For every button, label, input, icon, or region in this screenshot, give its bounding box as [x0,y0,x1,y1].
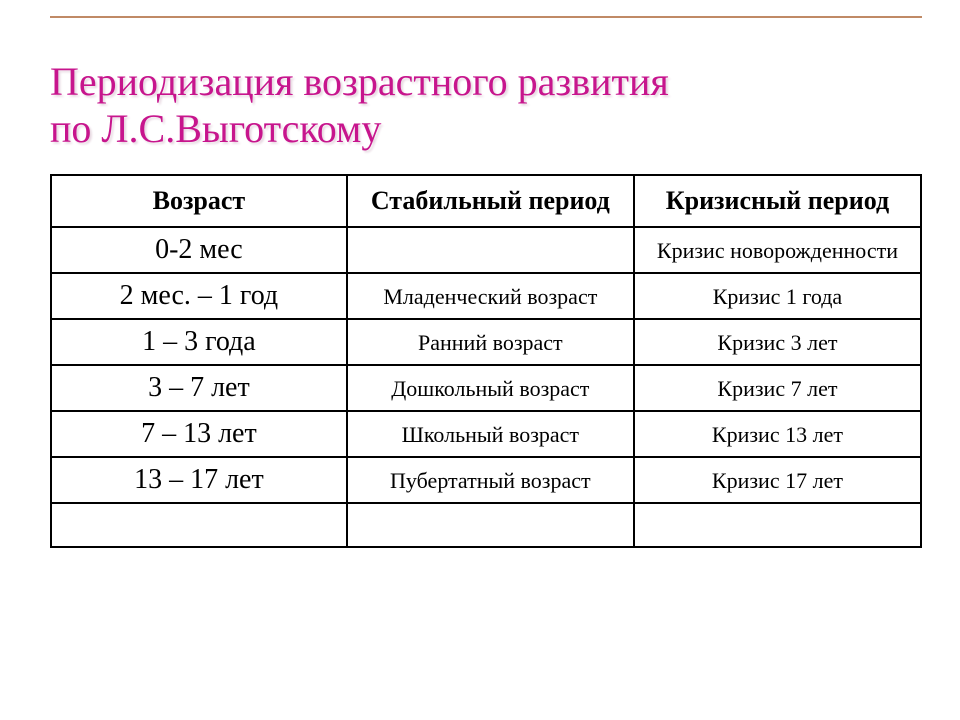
table-row-empty [51,503,921,547]
col-header-stable: Стабильный период [347,175,634,227]
cell-crisis: Кризис 13 лет [634,411,921,457]
cell-stable: Ранний возраст [347,319,634,365]
cell-stable: Пубертатный возраст [347,457,634,503]
periodization-table: Возраст Стабильный период Кризисный пери… [50,174,922,548]
cell-age: 7 – 13 лет [51,411,347,457]
top-rule [50,16,922,18]
cell-crisis: Кризис 7 лет [634,365,921,411]
table-row: 2 мес. – 1 год Младенческий возраст Криз… [51,273,921,319]
cell-stable [347,503,634,547]
cell-age: 2 мес. – 1 год [51,273,347,319]
cell-age [51,503,347,547]
title-line-2: по Л.С.Выготскому [50,106,381,151]
cell-stable: Школьный возраст [347,411,634,457]
cell-stable [347,227,634,273]
title-line-1: Периодизация возрастного развития [50,59,669,104]
cell-crisis: Кризис 1 года [634,273,921,319]
cell-stable: Младенческий возраст [347,273,634,319]
cell-crisis: Кризис 3 лет [634,319,921,365]
table-row: 3 – 7 лет Дошкольный возраст Кризис 7 ле… [51,365,921,411]
cell-crisis: Кризис 17 лет [634,457,921,503]
table-row: 13 – 17 лет Пубертатный возраст Кризис 1… [51,457,921,503]
table-row: 0-2 мес Кризис новорожденности [51,227,921,273]
table-row: 1 – 3 года Ранний возраст Кризис 3 лет [51,319,921,365]
table-row: 7 – 13 лет Школьный возраст Кризис 13 ле… [51,411,921,457]
col-header-age: Возраст [51,175,347,227]
cell-age: 13 – 17 лет [51,457,347,503]
slide-container: Периодизация возрастного развития по Л.С… [0,0,960,720]
cell-age: 0-2 мес [51,227,347,273]
cell-age: 3 – 7 лет [51,365,347,411]
col-header-crisis: Кризисный период [634,175,921,227]
cell-crisis: Кризис новорожденности [634,227,921,273]
cell-age: 1 – 3 года [51,319,347,365]
slide-title: Периодизация возрастного развития по Л.С… [50,58,922,152]
table-header-row: Возраст Стабильный период Кризисный пери… [51,175,921,227]
cell-stable: Дошкольный возраст [347,365,634,411]
cell-crisis [634,503,921,547]
